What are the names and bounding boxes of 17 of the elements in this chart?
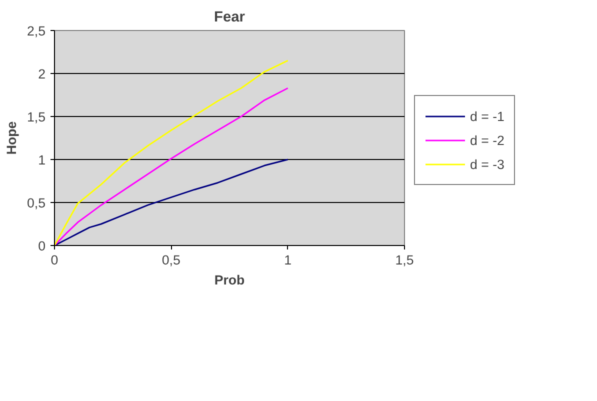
x-tick-label: 0,5 — [162, 252, 180, 268]
y-axis-title: Hope — [4, 121, 19, 155]
x-tick-label: 0 — [50, 252, 58, 268]
y-tick-label: 1,5 — [26, 110, 46, 124]
x-tick-label: 1 — [284, 252, 292, 268]
legend-label: d = -1 — [470, 108, 504, 124]
x-axis-title: Prob — [214, 272, 245, 288]
y-tick-label: 0 — [38, 238, 46, 254]
y-tick-label: 0,5 — [26, 196, 46, 210]
line-series — [54, 158, 289, 246]
legend-label: d = -2 — [470, 132, 504, 148]
chart-title: Fear — [214, 10, 246, 26]
y-tick-label: 1 — [38, 152, 46, 168]
x-tick-label: 1,5 — [395, 252, 414, 268]
y-tick-label: 2,5 — [26, 24, 46, 38]
y-tick-label: 2 — [38, 66, 46, 82]
legend-label: d = -3 — [470, 156, 504, 172]
